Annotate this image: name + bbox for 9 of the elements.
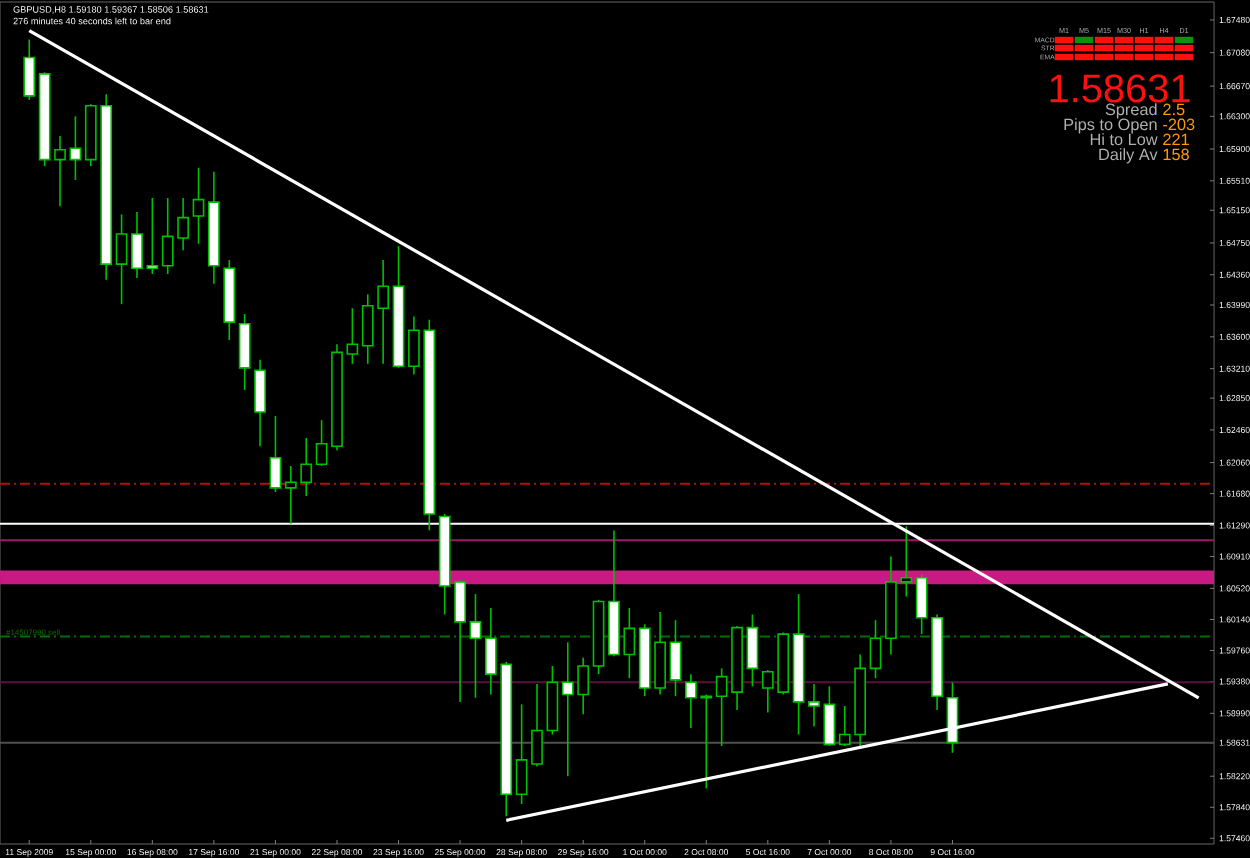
annotation: Spread (1105, 103, 1157, 119)
annotation: Pips to Open (1064, 118, 1157, 134)
annotation: -203 (1163, 118, 1195, 131)
annotation: 2.5 (1163, 103, 1185, 116)
annotation: Hi to Low (1090, 133, 1158, 146)
annotation: 158 (1163, 148, 1189, 161)
annotation: 1.58631 (1050, 74, 1190, 103)
annotation: Daily Av (1099, 148, 1158, 164)
annotation: 221 (1163, 133, 1189, 145)
